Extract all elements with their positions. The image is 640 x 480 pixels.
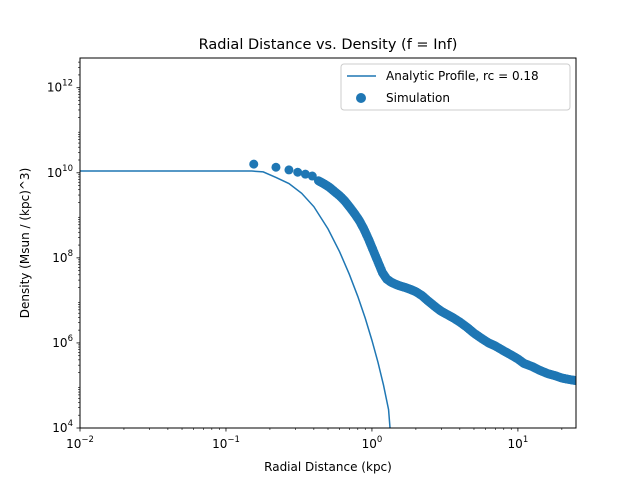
simulation-point	[571, 376, 576, 386]
analytic-profile-line	[80, 170, 391, 428]
chart-title: Radial Distance vs. Density (f = Inf)	[199, 37, 458, 53]
simulation-point	[284, 165, 294, 175]
legend: Analytic Profile, rc = 0.18 Simulation	[340, 63, 571, 111]
x-axis-title: Radial Distance (kpc)	[264, 460, 392, 474]
legend-dot-swatch	[356, 93, 366, 103]
legend-label-analytic: Analytic Profile, rc = 0.18	[386, 69, 539, 83]
simulation-point	[300, 169, 310, 179]
plot-frame	[79, 57, 577, 429]
legend-box	[340, 63, 571, 111]
y-axis-title: Density (Msun / (kpc)^3)	[18, 168, 32, 319]
simulation-point	[293, 167, 303, 177]
plot-area	[80, 159, 576, 428]
simulation-point	[307, 171, 317, 181]
simulation-point	[271, 162, 281, 172]
legend-label-simulation: Simulation	[386, 91, 450, 105]
simulation-point	[249, 159, 259, 169]
